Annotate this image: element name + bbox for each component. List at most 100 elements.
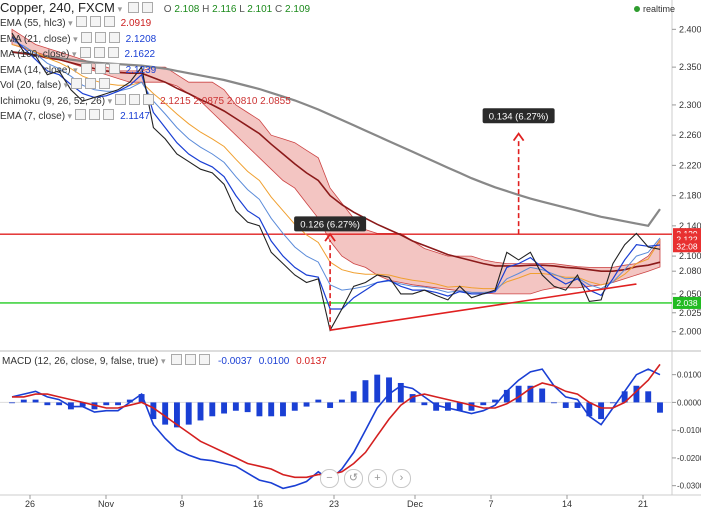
y-tick-label: 2.400 [679,24,701,34]
indicator-row[interactable]: MA (100, close) ▾ 2.1622 [0,47,155,60]
close-icon[interactable] [108,31,120,43]
close-icon[interactable] [108,62,120,74]
indicator-name[interactable]: EMA (55, hlc3) [0,18,66,29]
arrow-head-icon [512,132,525,142]
macd-value: -0.0037 [218,356,252,367]
settings-icon[interactable] [185,354,197,365]
indicator-name[interactable]: Vol (20, false) [0,80,62,91]
close-icon[interactable] [99,78,111,89]
indicator-row[interactable]: EMA (7, close) ▾ 2.1147 [0,109,150,122]
macd-histogram-bar [150,402,157,420]
eye-icon[interactable] [75,16,87,27]
settings-icon[interactable] [94,31,106,43]
macd-histogram-bar [268,402,275,417]
macd-histogram-bar [527,385,534,403]
settings-icon[interactable] [93,47,105,58]
macd-histogram-bar [551,402,557,404]
eye-icon[interactable] [75,109,87,120]
close-icon[interactable] [103,16,115,27]
macd-histogram-bar [174,402,180,428]
x-tick-label: Dec [407,499,424,509]
x-tick-label: Nov [98,499,115,509]
symbol-title[interactable]: Copper, 240, FXCM [0,0,115,15]
indicator-row[interactable]: EMA (21, close) ▾ 2.1208 [0,31,156,45]
settings-icon[interactable] [89,109,101,120]
settings-icon[interactable] [141,2,153,13]
macd-histogram-bar [621,391,628,403]
zoom-in-button[interactable]: + [368,469,387,488]
macd-histogram-bar [103,402,110,406]
reset-button[interactable]: ↺ [344,469,363,488]
indicator-row[interactable]: EMA (14, close) ▾ 2.1239 [0,62,156,76]
macd-histogram-bar [185,402,192,425]
indicator-value: 2.1215 2.0875 2.0810 2.0855 [160,95,291,107]
close-icon[interactable] [103,109,115,120]
macd-title[interactable]: MACD (12, 26, close, 9, false, true) [2,356,159,367]
settings-icon[interactable] [89,16,101,27]
status-dot-icon [634,6,640,12]
macd-histogram-bar [657,402,663,413]
macd-histogram-bar [397,382,404,403]
y-tick-label: 2.000 [679,327,701,337]
y-tick-label: 2.100 [679,251,701,261]
series-line [11,36,661,310]
scroll-right-button[interactable]: › [392,469,411,488]
indicator-name[interactable]: EMA (21, close) [0,33,71,45]
macd-histogram-bar [574,402,581,408]
eye-icon[interactable] [171,354,183,365]
chevron-down-icon[interactable]: ▾ [117,4,123,14]
chevron-down-icon[interactable]: ▾ [65,111,73,121]
eye-icon[interactable] [80,62,92,74]
y-tick-label: 2.260 [679,130,701,140]
zoom-out-button[interactable]: − [320,469,339,488]
macd-histogram-bar [79,402,86,407]
x-tick-label: 14 [562,499,572,509]
close-icon[interactable] [143,93,155,105]
macd-histogram-bar [162,402,169,425]
close-icon[interactable] [199,354,211,365]
indicator-row[interactable]: Ichimoku (9, 26, 52, 26) ▾ 2.1215 2.0875 … [0,93,291,107]
eye-icon[interactable] [115,93,127,105]
indicator-value: 2.1147 [120,111,150,122]
x-tick-label: 26 [25,499,35,509]
chevron-down-icon[interactable]: ▾ [65,18,73,28]
indicator-name[interactable]: EMA (14, close) [0,64,71,76]
chevron-down-icon[interactable]: ▾ [61,80,69,90]
settings-icon[interactable] [129,93,141,105]
macd-legend[interactable]: MACD (12, 26, close, 9, false, true) ▾ -… [2,354,327,367]
settings-icon[interactable] [94,62,106,74]
indicator-name[interactable]: EMA (7, close) [0,111,66,122]
indicator-name[interactable]: Ichimoku (9, 26, 52, 26) [0,95,106,107]
chevron-down-icon[interactable]: ▾ [70,64,78,75]
macd-histogram-bar [386,377,392,403]
close-icon[interactable] [107,47,119,58]
y-tick-label: 2.050 [679,289,701,299]
chevron-down-icon[interactable]: ▾ [160,356,166,366]
macd-histogram-bar [244,402,251,413]
ichimoku-cloud [11,28,661,295]
macd-histogram-bar [421,402,428,406]
eye-icon[interactable] [71,78,83,89]
annotation-label: 0.126 (6.27%) [300,219,360,230]
chevron-down-icon[interactable]: ▾ [70,33,78,44]
indicator-row[interactable]: EMA (55, hlc3) ▾ 2.0919 [0,16,151,29]
macd-histogram-bar [20,399,27,403]
indicator-row[interactable]: Vol (20, false) ▾ [0,78,116,91]
macd-histogram-bar [480,402,487,406]
y-tick-label: 2.300 [679,100,701,110]
macd-histogram-bar [303,402,310,407]
macd-histogram-bar [338,399,345,403]
indicator-value: 2.1622 [124,49,156,60]
symbol-header[interactable]: Copper, 240, FXCM ▾ O 2.108 H 2.116 L 2.… [0,0,310,15]
eye-icon[interactable] [80,31,92,43]
indicator-name[interactable]: MA (100, close) [0,49,70,60]
chevron-down-icon[interactable]: ▾ [69,49,77,59]
eye-icon[interactable] [127,2,139,13]
macd-histogram-bar [350,391,357,403]
chevron-down-icon[interactable]: ▾ [105,95,113,106]
eye-icon[interactable] [79,47,91,58]
open-value: 2.108 [174,4,200,15]
settings-icon[interactable] [85,78,97,89]
low-value: 2.101 [247,4,273,15]
